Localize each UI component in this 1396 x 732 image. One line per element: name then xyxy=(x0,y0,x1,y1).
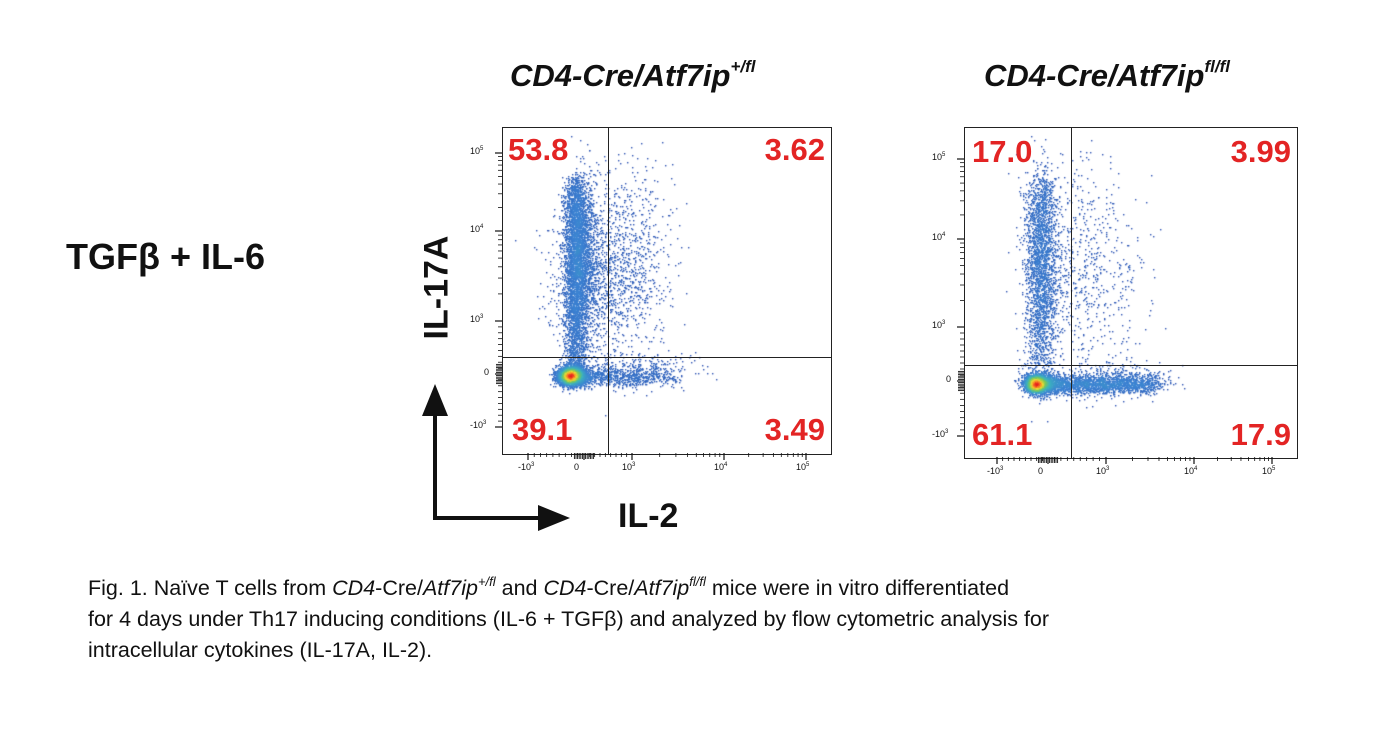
panel-2-x-tick-label: -103 xyxy=(987,466,1004,476)
panel-2-title: CD4-Cre/Atf7ipfl/fl xyxy=(984,57,1230,93)
panel-1-x-tick-label: 104 xyxy=(714,462,728,472)
panel-2-y-tick-label: 104 xyxy=(932,232,946,242)
panel-1-y-tick-label: 0 xyxy=(484,367,490,377)
panel-1-x-tick-label: 0 xyxy=(574,462,580,472)
panel-1-q-upper-right: 3.62 xyxy=(764,132,825,167)
panel-1-q-upper-left: 53.8 xyxy=(508,132,569,167)
x-axis-title: IL-2 xyxy=(618,497,679,535)
panel-1-axes xyxy=(495,152,807,460)
panel-1-x-tick-label: 105 xyxy=(796,462,810,472)
panel-2-x-gate xyxy=(1071,128,1072,458)
panel-2-x-tick-label: 104 xyxy=(1184,466,1198,476)
condition-label: TGFβ + IL-6 xyxy=(66,236,265,277)
panel-2-q-upper-right: 3.99 xyxy=(1230,134,1291,169)
panel-1-q-lower-right: 3.49 xyxy=(764,412,825,447)
y-arrow-head xyxy=(422,384,448,416)
panel-1-x-gate xyxy=(608,128,609,454)
panel-1-dots xyxy=(503,128,831,454)
panel-1-plot: 53.8 3.62 39.1 3.49 xyxy=(502,127,832,455)
panel-1-x-tick-label: -103 xyxy=(518,462,535,472)
panel-1-title: CD4-Cre/Atf7ip+/fl xyxy=(510,57,756,93)
panel-2-x-tick-label: 105 xyxy=(1262,466,1276,476)
panel-1-y-gate xyxy=(503,357,831,358)
x-arrow-head xyxy=(538,505,570,531)
panel-2-dots xyxy=(965,128,1297,458)
panel-1-q-lower-left: 39.1 xyxy=(512,412,573,447)
panel-1-y-tick-label: -103 xyxy=(470,420,487,430)
panel-1-x-tick-label: 103 xyxy=(622,462,636,472)
panel-2-y-tick-label: -103 xyxy=(932,429,949,439)
panel-2-q-lower-left: 61.1 xyxy=(972,417,1033,452)
panel-2-x-tick-label: 0 xyxy=(1038,466,1044,476)
panel-1-y-tick-label: 105 xyxy=(470,146,484,156)
panel-2-y-tick-label: 0 xyxy=(946,374,952,384)
panel-1-y-tick-label: 103 xyxy=(470,314,484,324)
panel-2-y-tick-label: 105 xyxy=(932,152,946,162)
axis-arrows xyxy=(422,384,570,531)
caption-line-3: intracellular cytokines (IL-17A, IL-2). xyxy=(88,638,433,662)
panel-1-y-tick-label: 104 xyxy=(470,224,484,234)
panel-2-y-gate xyxy=(965,365,1297,366)
panel-2-q-upper-left: 17.0 xyxy=(972,134,1033,169)
panel-2-axes xyxy=(957,158,1273,464)
figure-caption: Fig. 1. Naïve T cells from CD4-Cre/Atf7i… xyxy=(88,573,1318,666)
caption-line-2: for 4 days under Th17 inducing condition… xyxy=(88,607,1050,631)
panel-2-q-lower-right: 17.9 xyxy=(1230,417,1291,452)
panel-2-y-tick-label: 103 xyxy=(932,320,946,330)
panel-2-x-tick-label: 103 xyxy=(1096,466,1110,476)
caption-line-1: Fig. 1. Naïve T cells from CD4-Cre/Atf7i… xyxy=(88,574,1010,600)
panel-2-plot: 17.0 3.99 61.1 17.9 xyxy=(964,127,1298,459)
